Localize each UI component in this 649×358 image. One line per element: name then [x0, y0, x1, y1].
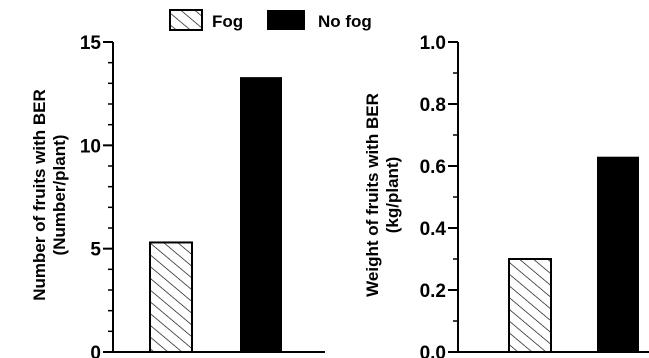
bar-no-fog: [597, 156, 639, 352]
y-tick-label: 0.4: [420, 219, 447, 240]
legend-swatch-no-fog: [267, 10, 305, 30]
y-tick-label: 15: [80, 33, 102, 54]
y-tick-label: 0.2: [420, 281, 446, 302]
y-axis-title-line-2: (Number/plant): [50, 135, 69, 256]
y-tick-label: 10: [80, 136, 101, 157]
y-tick-label: 0.0: [420, 343, 446, 358]
bar-fog: [508, 258, 552, 353]
legend-label-fog: Fog: [212, 12, 243, 31]
y-axis-title: Weight of fruits with BER (kg/plant): [363, 93, 402, 297]
y-tick-label: 1.0: [420, 33, 446, 54]
y-axis-title: Number of fruits with BER (Number/plant): [30, 89, 69, 301]
legend: Fog No fog: [169, 9, 372, 31]
y-tick-label: 0.8: [420, 95, 446, 116]
y-tick-label: 5: [90, 240, 101, 261]
legend-label-no-fog: No fog: [318, 12, 372, 31]
y-tick-label: 0: [90, 343, 101, 358]
chart-number-of-fruits: Number of fruits with BER (Number/plant)…: [30, 33, 325, 358]
bar-fog: [149, 241, 193, 353]
legend-swatch-fog: [169, 9, 203, 31]
chart-weight-of-fruits: Weight of fruits with BER (kg/plant) 0.0…: [363, 33, 649, 358]
y-axis-title-line-2: (kg/plant): [383, 157, 402, 234]
y-axis-title-line-1: Weight of fruits with BER: [363, 93, 382, 297]
bar-no-fog: [240, 77, 282, 352]
y-tick-label: 0.6: [420, 157, 446, 178]
y-axis-title-line-1: Number of fruits with BER: [30, 89, 49, 301]
